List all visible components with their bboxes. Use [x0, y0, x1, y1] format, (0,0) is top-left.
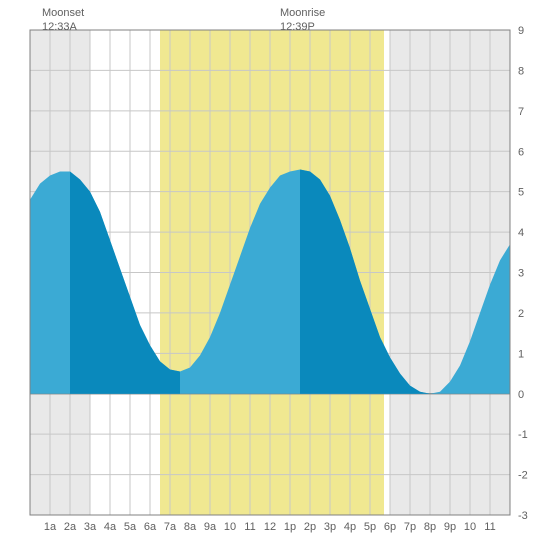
x-tick-label: 4a: [104, 521, 117, 533]
x-tick-label: 2p: [304, 521, 316, 533]
y-tick-label: -1: [518, 429, 528, 441]
moonrise-label: Moonrise 12:39P: [280, 6, 325, 35]
x-tick-label: 5a: [124, 521, 137, 533]
x-tick-label: 1p: [284, 521, 296, 533]
x-tick-label: 5p: [364, 521, 376, 533]
y-tick-label: 6: [518, 146, 524, 158]
y-tick-label: 9: [518, 25, 524, 37]
y-tick-label: 5: [518, 187, 524, 199]
x-tick-label: 11: [244, 521, 255, 533]
x-tick-label: 4p: [344, 521, 356, 533]
x-tick-label: 1a: [44, 521, 57, 533]
x-tick-label: 10: [464, 521, 476, 533]
y-tick-label: 0: [518, 389, 524, 401]
moonset-time: 12:33A: [42, 21, 77, 33]
y-tick-label: 7: [518, 106, 524, 118]
y-tick-label: 1: [518, 348, 524, 360]
moonrise-time: 12:39P: [280, 21, 315, 33]
x-tick-label: 9a: [204, 521, 217, 533]
chart-svg: 1a2a3a4a5a6a7a8a9a1011121p2p3p4p5p6p7p8p…: [0, 0, 550, 550]
tide-chart: Moonset 12:33A Moonrise 12:39P 1a 2a 3a 4a 5…: [0, 0, 550, 550]
x-tick-label: 7a: [164, 521, 177, 533]
x-tick-label: 12: [264, 521, 276, 533]
x-tick-label: 3p: [324, 521, 336, 533]
y-tick-label: 3: [518, 268, 524, 280]
x-tick-label: 10: [224, 521, 236, 533]
x-tick-label: 11: [484, 521, 495, 533]
x-tick-label: 2a: [64, 521, 77, 533]
y-tick-label: 8: [518, 65, 524, 77]
moonset-label: Moonset 12:33A: [42, 6, 84, 35]
y-tick-label: -2: [518, 470, 528, 482]
x-tick-label: 8p: [424, 521, 436, 533]
x-tick-label: 6a: [144, 521, 157, 533]
y-tick-label: 2: [518, 308, 524, 320]
x-tick-label: 7p: [404, 521, 416, 533]
x-tick-label: 8a: [184, 521, 197, 533]
x-tick-label: 9p: [444, 521, 456, 533]
moonrise-title: Moonrise: [280, 7, 325, 19]
y-tick-label: -3: [518, 510, 528, 522]
y-tick-label: 4: [518, 227, 524, 239]
x-tick-label: 3a: [84, 521, 97, 533]
moonset-title: Moonset: [42, 7, 84, 19]
x-tick-label: 6p: [384, 521, 396, 533]
